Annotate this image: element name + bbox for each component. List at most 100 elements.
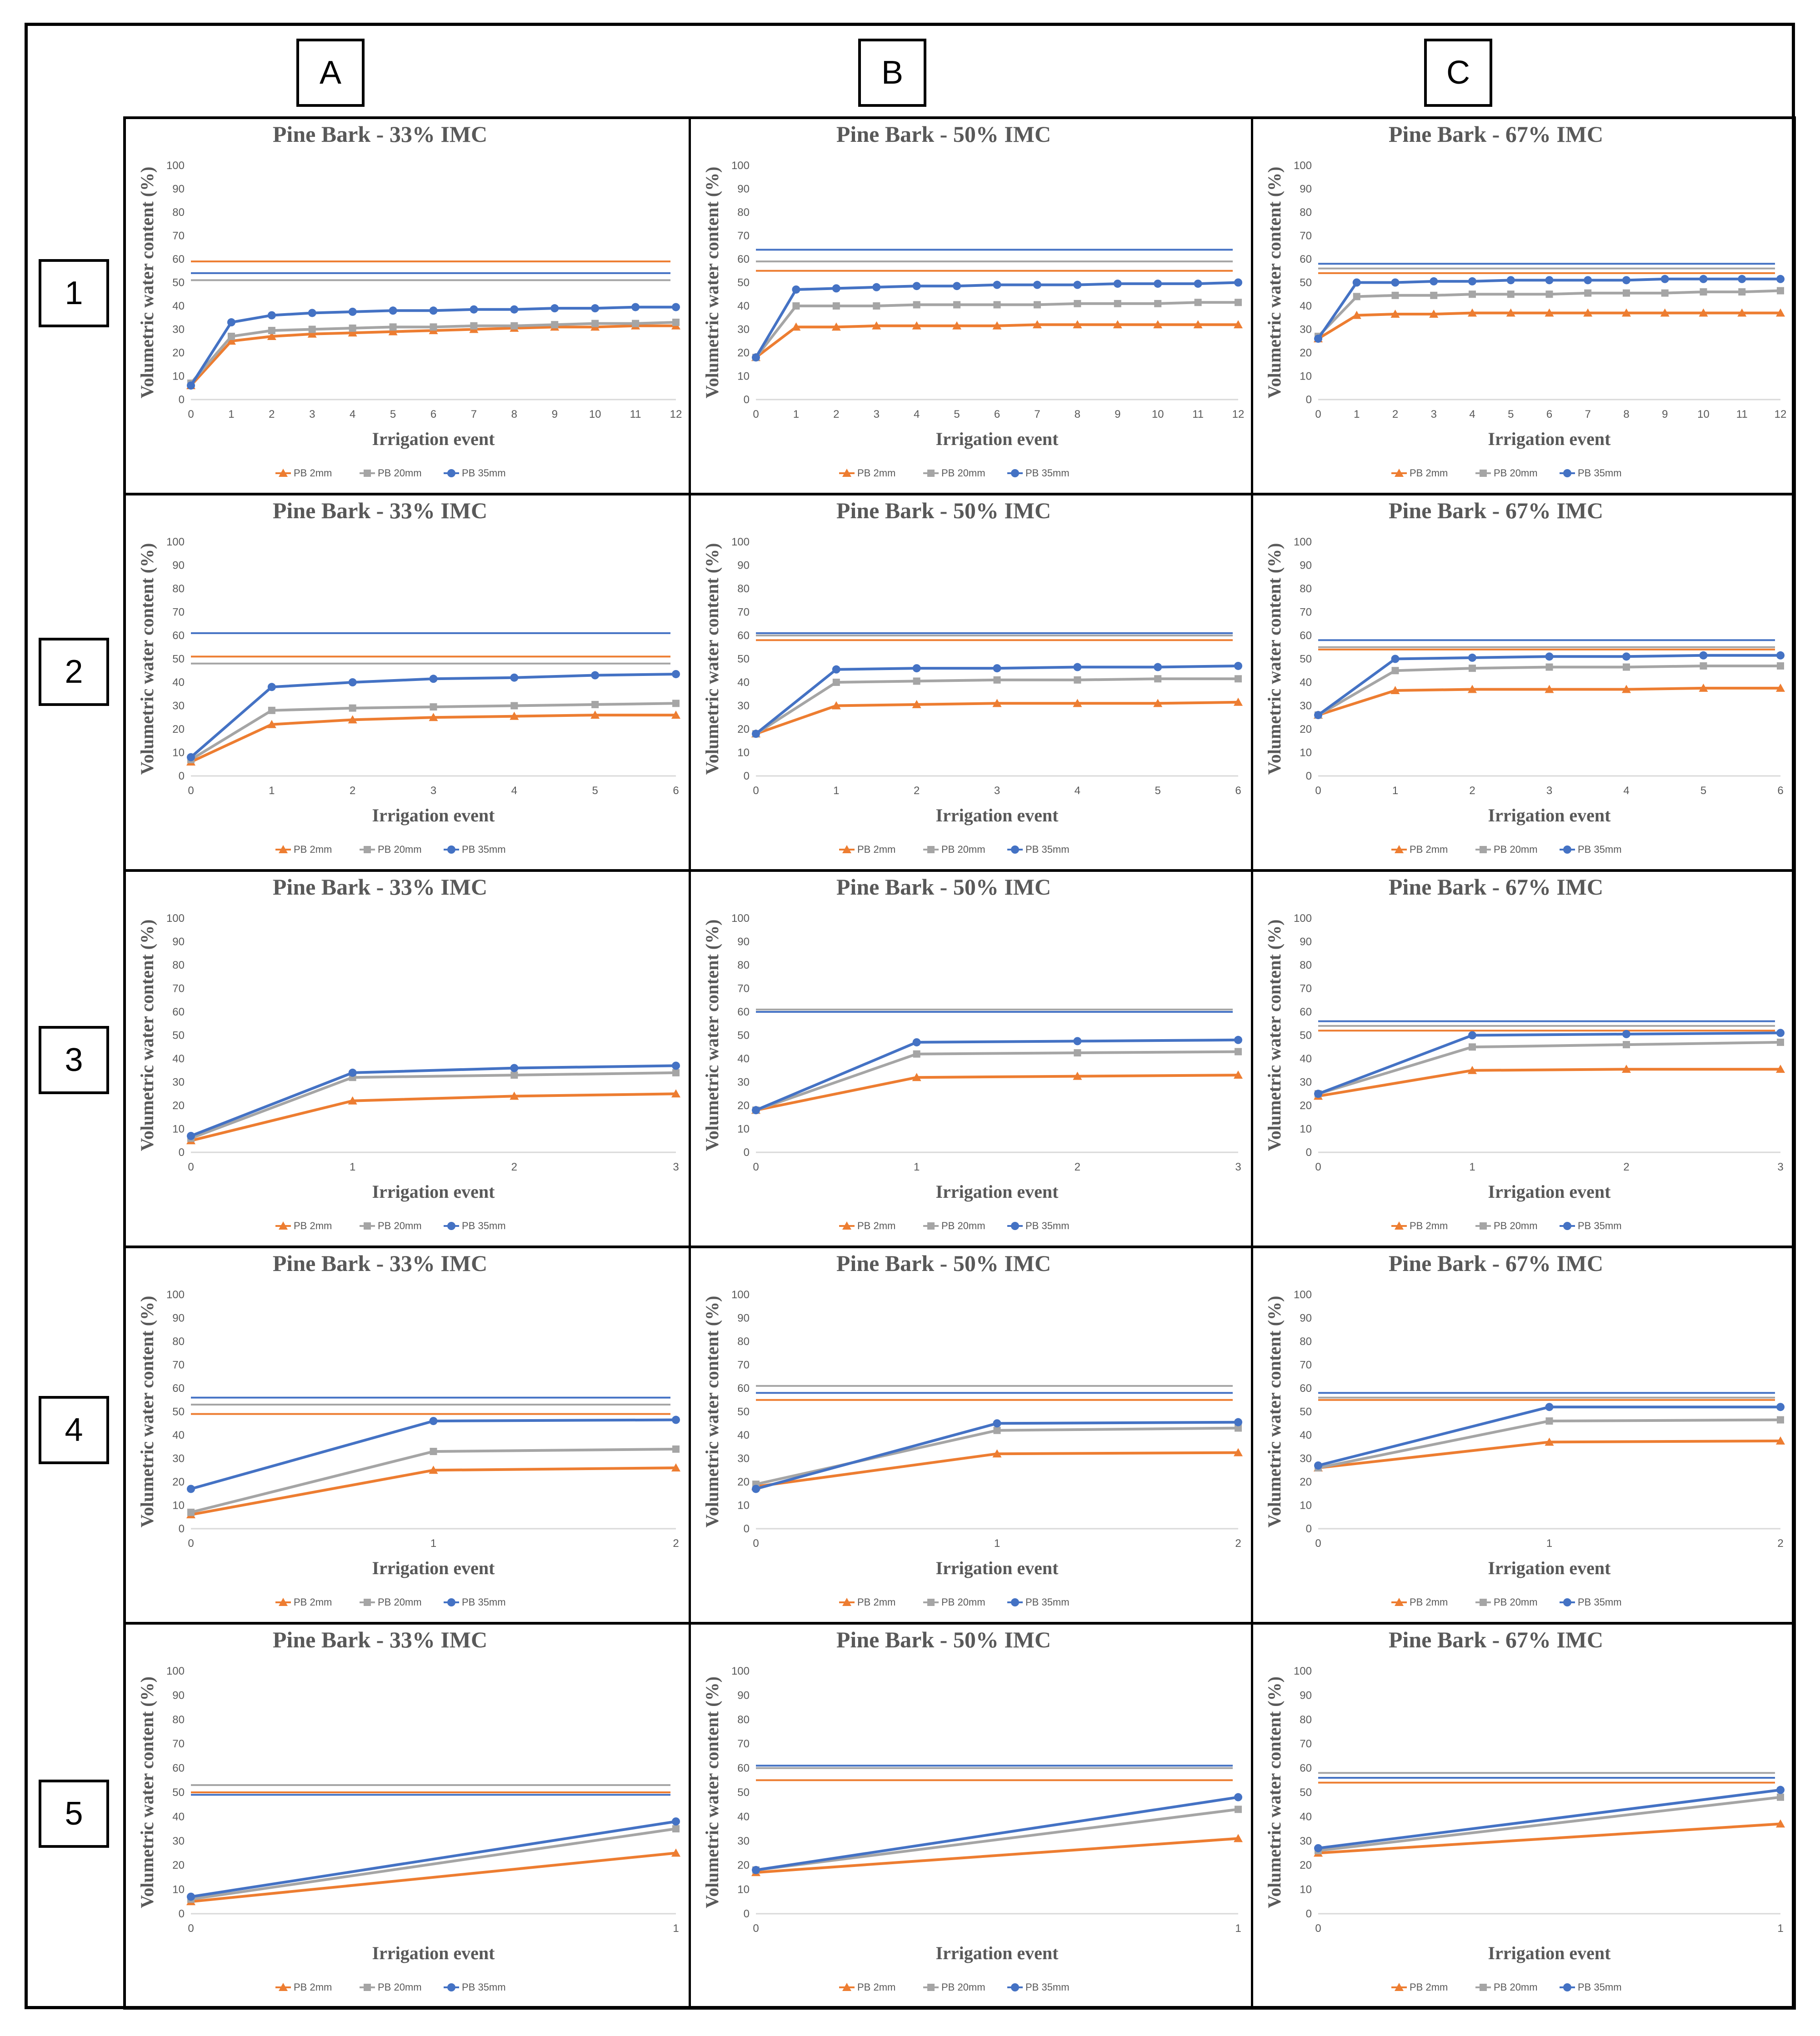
series-line — [755, 1796, 1239, 1871]
y-axis-title: Volumetric water content (%) — [1264, 1676, 1285, 1908]
data-point — [1235, 1424, 1242, 1432]
legend-marker — [1011, 1598, 1019, 1606]
data-point — [873, 302, 880, 310]
x-axis-title: Irrigation event — [1488, 805, 1611, 825]
y-axis-title: Volumetric water content (%) — [137, 920, 157, 1151]
x-tick-label: 7 — [1585, 408, 1591, 420]
y-tick-label: 0 — [179, 394, 185, 406]
legend-label: PB 2mm — [1410, 1220, 1448, 1231]
data-point — [993, 1426, 1001, 1434]
data-point — [1545, 1417, 1553, 1425]
data-point — [510, 1064, 519, 1072]
data-point — [1235, 1806, 1242, 1813]
y-tick-label: 70 — [737, 230, 750, 242]
chart-panel-1c: Pine Bark - 67% IMC010203040506070809010… — [1264, 121, 1786, 479]
x-tick-label: 3 — [309, 408, 315, 420]
y-tick-label: 100 — [1294, 1289, 1312, 1301]
x-tick-label: 4 — [350, 408, 355, 420]
x-tick-label: 0 — [753, 408, 759, 420]
data-point — [1545, 685, 1554, 693]
y-tick-label: 100 — [1294, 1665, 1312, 1677]
data-point — [308, 309, 316, 317]
chart-panel-5c: Pine Bark - 67% IMC010203040506070809010… — [1264, 1627, 1785, 1993]
legend-label: PB 35mm — [462, 467, 506, 479]
row-label-text: 1 — [65, 275, 83, 311]
legend-label: PB 20mm — [378, 467, 422, 479]
y-axis-title: Volumetric water content (%) — [702, 1296, 722, 1528]
data-point — [430, 703, 437, 711]
y-tick-label: 60 — [172, 1006, 185, 1018]
legend-marker — [1011, 1222, 1019, 1230]
y-tick-label: 40 — [172, 1811, 185, 1823]
x-tick-label: 6 — [994, 408, 1000, 420]
y-tick-label: 60 — [1300, 1762, 1312, 1775]
y-axis-title: Volumetric water content (%) — [137, 543, 157, 775]
x-tick-label: 1 — [1235, 1922, 1241, 1935]
legend-label: PB 2mm — [857, 844, 895, 855]
legend-marker — [1011, 469, 1019, 477]
row-label-3: 3 — [39, 1026, 109, 1094]
data-point — [672, 1817, 680, 1826]
y-tick-label: 20 — [1300, 723, 1312, 735]
x-tick-label: 12 — [1232, 408, 1245, 420]
y-axis-title: Volumetric water content (%) — [702, 920, 722, 1151]
data-point — [672, 1825, 680, 1833]
data-point — [1033, 301, 1041, 309]
data-point — [510, 305, 519, 314]
data-point — [1032, 320, 1042, 329]
data-point — [389, 323, 397, 331]
x-axis-title: Irrigation event — [936, 1558, 1059, 1578]
y-tick-label: 20 — [737, 723, 750, 735]
data-point — [1234, 1418, 1242, 1426]
data-point — [1776, 1403, 1785, 1411]
y-tick-label: 80 — [1300, 959, 1312, 971]
x-tick-label: 2 — [673, 1537, 679, 1550]
x-tick-label: 2 — [1075, 1161, 1080, 1173]
x-tick-label: 1 — [793, 408, 799, 420]
legend-marker — [447, 469, 455, 477]
legend-label: PB 20mm — [378, 844, 422, 855]
legend-marker — [447, 1598, 455, 1606]
data-point — [1234, 278, 1242, 287]
data-point — [1777, 1793, 1784, 1801]
y-tick-label: 30 — [172, 1453, 185, 1465]
x-tick-label: 1 — [430, 1537, 436, 1550]
data-point — [1545, 290, 1553, 298]
y-axis-title: Volumetric water content (%) — [1264, 1296, 1285, 1528]
x-tick-label: 5 — [1700, 785, 1706, 797]
data-point — [1468, 1031, 1476, 1040]
data-point — [1154, 663, 1162, 671]
data-point — [671, 1463, 680, 1472]
y-tick-label: 10 — [172, 1884, 185, 1896]
legend-label: PB 2mm — [857, 1596, 895, 1608]
data-point — [1623, 663, 1630, 671]
legend-marker — [842, 1983, 851, 1991]
y-tick-label: 0 — [1306, 770, 1312, 782]
x-tick-label: 1 — [1777, 1922, 1783, 1935]
legend-marker — [927, 846, 935, 853]
y-tick-label: 60 — [1300, 253, 1312, 265]
x-tick-label: 8 — [511, 408, 517, 420]
y-tick-label: 40 — [737, 1811, 750, 1823]
y-tick-label: 70 — [737, 606, 750, 619]
data-point — [752, 730, 760, 738]
series-line — [755, 323, 1238, 359]
y-tick-label: 90 — [737, 183, 750, 195]
data-point — [1429, 310, 1439, 318]
x-tick-label: 6 — [1777, 785, 1783, 797]
data-point — [672, 1069, 680, 1076]
chart-panel-5b: Pine Bark - 50% IMC010203040506070809010… — [702, 1627, 1243, 1993]
x-tick-label: 0 — [753, 1922, 759, 1935]
data-point — [1073, 699, 1082, 707]
series-line — [190, 1851, 676, 1903]
data-point — [912, 1038, 921, 1046]
legend-marker — [1563, 1222, 1571, 1230]
series-line — [1317, 311, 1780, 340]
x-tick-label: 3 — [673, 1161, 679, 1173]
legend-marker — [1395, 1983, 1404, 1991]
y-tick-label: 100 — [731, 1665, 750, 1677]
data-point — [1074, 676, 1081, 684]
y-tick-label: 90 — [1300, 1689, 1312, 1701]
x-tick-label: 3 — [1235, 1161, 1241, 1173]
legend-label: PB 35mm — [462, 1981, 506, 1993]
